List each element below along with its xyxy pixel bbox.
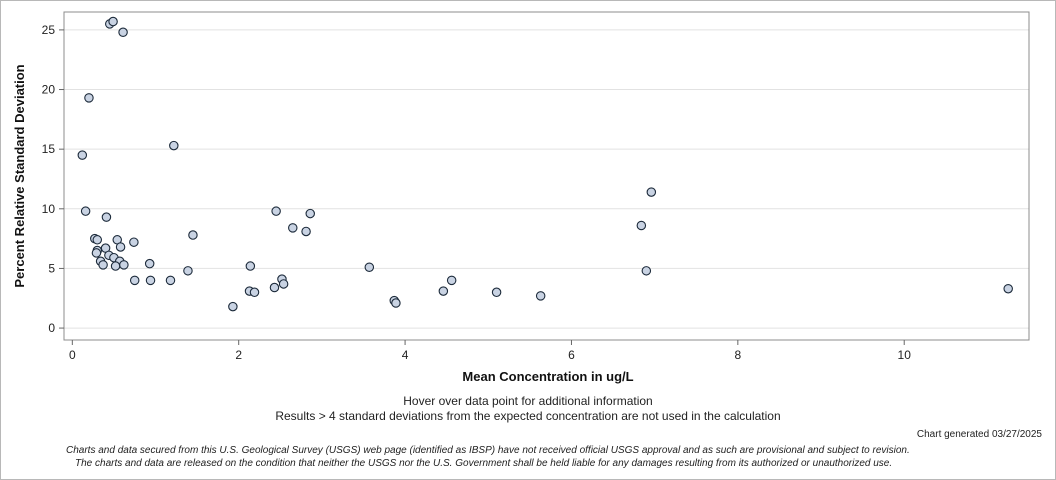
data-point[interactable] <box>108 16 118 27</box>
data-point[interactable] <box>278 279 289 289</box>
data-point[interactable] <box>183 266 193 276</box>
data-point[interactable] <box>535 291 546 301</box>
data-point[interactable] <box>636 220 647 231</box>
data-point[interactable] <box>364 262 375 272</box>
data-point[interactable] <box>188 230 198 240</box>
disclaimer-line-1: Charts and data secured from this U.S. G… <box>66 445 910 456</box>
y-axis-ticks: 0 5 10 15 20 25 <box>42 23 64 335</box>
data-point[interactable] <box>80 206 91 216</box>
data-point[interactable] <box>301 226 311 237</box>
y-tick-label: 0 <box>48 321 55 335</box>
data-point[interactable] <box>144 258 155 269</box>
data-point[interactable] <box>491 287 502 298</box>
data-point[interactable] <box>84 93 94 103</box>
data-point[interactable] <box>249 287 260 298</box>
data-point[interactable] <box>98 260 108 270</box>
data-point[interactable] <box>438 286 449 296</box>
disclaimer-line-2: The charts and data are released on the … <box>75 458 893 469</box>
data-point[interactable] <box>129 237 139 247</box>
data-point[interactable] <box>118 27 128 38</box>
scatter-chart: 0 2 4 6 8 10 0 5 10 15 20 25 Mean Concentration in… <box>12 11 1030 384</box>
data-points <box>77 16 1013 312</box>
data-point[interactable] <box>245 261 256 271</box>
data-point[interactable] <box>391 298 401 308</box>
y-tick-label: 20 <box>42 83 56 97</box>
x-axis-label: Mean Concentration in ug/L <box>462 369 633 384</box>
data-point[interactable] <box>169 140 179 151</box>
x-tick-label: 2 <box>235 348 242 362</box>
data-point[interactable] <box>228 301 238 312</box>
data-point[interactable] <box>101 212 112 222</box>
exclusion-note: Results > 4 standard deviations from the… <box>275 409 781 423</box>
x-tick-label: 8 <box>734 348 741 362</box>
x-tick-label: 4 <box>402 348 409 362</box>
data-point[interactable] <box>129 275 140 286</box>
y-tick-label: 15 <box>42 142 56 156</box>
data-point[interactable] <box>110 261 121 271</box>
x-tick-label: 6 <box>568 348 575 362</box>
data-point[interactable] <box>646 187 657 197</box>
chart-generated-date: Chart generated 03/27/2025 <box>916 429 1042 440</box>
data-point[interactable] <box>446 275 457 286</box>
data-point[interactable] <box>91 248 102 258</box>
x-tick-label: 0 <box>69 348 76 362</box>
data-point[interactable] <box>119 260 129 270</box>
data-point[interactable] <box>145 275 156 286</box>
y-tick-label: 25 <box>42 23 56 37</box>
y-axis-label: Percent Relative Standard Deviation <box>12 64 27 287</box>
data-point[interactable] <box>165 275 176 286</box>
data-point[interactable] <box>641 266 652 276</box>
y-tick-label: 5 <box>48 261 55 275</box>
y-tick-label: 10 <box>42 202 56 216</box>
data-point[interactable] <box>1003 283 1013 294</box>
data-point[interactable] <box>115 242 126 252</box>
plot-area <box>63 11 1030 341</box>
x-axis-ticks: 0 2 4 6 8 10 <box>69 340 911 362</box>
data-point[interactable] <box>288 223 298 233</box>
data-point[interactable] <box>92 235 103 245</box>
grid-lines <box>64 29 1029 329</box>
data-point[interactable] <box>271 206 281 216</box>
data-point[interactable] <box>77 150 88 160</box>
x-tick-label: 10 <box>898 348 912 362</box>
data-point[interactable] <box>305 208 315 219</box>
hover-note: Hover over data point for additional inf… <box>403 394 653 408</box>
data-point[interactable] <box>269 282 280 293</box>
